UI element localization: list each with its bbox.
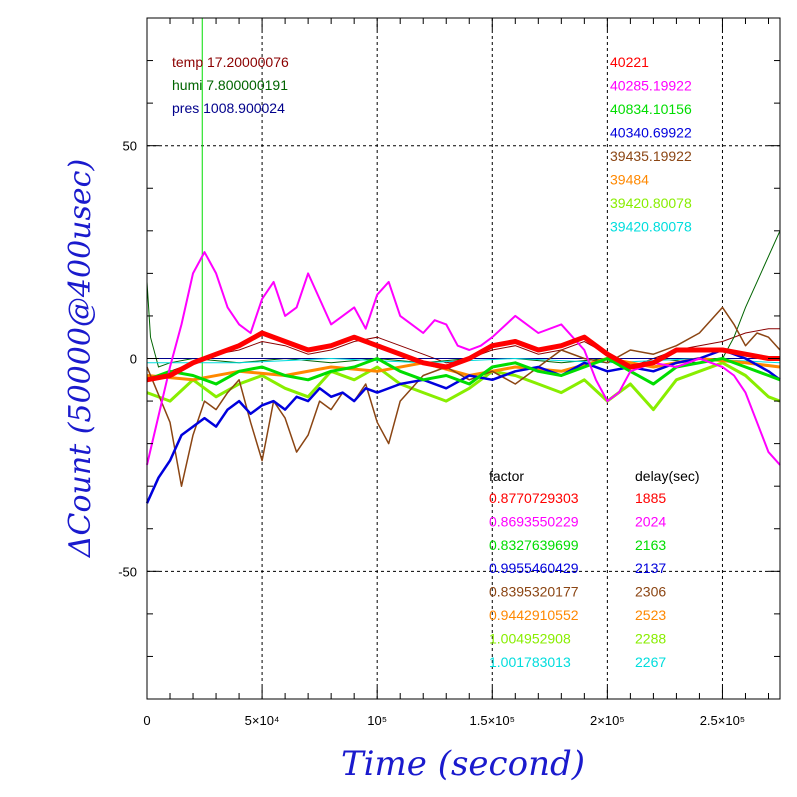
factor-value: 0.9955460429 — [489, 560, 579, 576]
factor-header: factor — [489, 468, 524, 484]
x-tick-label: 5×10⁴ — [245, 713, 280, 728]
delay-value: 2137 — [635, 560, 666, 576]
mean-legend-label: 39435.19922 — [610, 148, 692, 164]
env-legend-label: pres 1008.900024 — [172, 100, 285, 116]
delay-value: 2024 — [635, 513, 666, 529]
env-legend-label: humi 7.800000191 — [172, 77, 288, 93]
factor-value: 0.8770729303 — [489, 490, 579, 506]
x-tick-label: 0 — [143, 713, 150, 728]
axis-tick-labels: 0 5×10⁴ 10⁵ 1.5×10⁵ 2×10⁵ 2.5×10⁵ 50 0 -50 — [118, 139, 745, 728]
mean-legend-label: 39484 — [610, 172, 649, 188]
x-tick-label: 10⁵ — [367, 713, 387, 728]
env-legend-label: temp 17.20000076 — [172, 54, 289, 70]
series-line — [146, 306, 781, 487]
delay-value: 2163 — [635, 537, 666, 553]
series-line — [146, 361, 781, 412]
delay-value: 2267 — [635, 654, 666, 670]
factor-value: 0.8693550229 — [489, 513, 579, 529]
mean-legend-label: 40221 — [610, 54, 649, 70]
series-line — [146, 357, 781, 386]
factor-value: 0.8327639699 — [489, 537, 579, 553]
y-tick-label: -50 — [118, 564, 137, 579]
factor-value: 1.004952908 — [489, 630, 571, 646]
axis-ticks — [146, 17, 780, 700]
y-tick-label: 50 — [123, 139, 137, 154]
legends: temp 17.20000076 humi 7.800000191 pres 100… — [172, 54, 700, 670]
mean-legend-label: 39420.80078 — [610, 219, 692, 235]
mean-legend-label: 39420.80078 — [610, 195, 692, 211]
mean-legend-label: 40340.69922 — [610, 125, 692, 141]
delay-value: 2306 — [635, 584, 666, 600]
factor-value: 0.8395320177 — [489, 584, 579, 600]
delay-value: 2288 — [635, 630, 666, 646]
delay-value: 1885 — [635, 490, 666, 506]
delay-value: 2523 — [635, 607, 666, 623]
series-line — [145, 348, 781, 504]
x-tick-label: 2.5×10⁵ — [700, 713, 746, 728]
y-tick-label: 0 — [130, 352, 137, 367]
x-axis-label: Time (second) — [341, 744, 585, 784]
factor-value: 0.9442910552 — [489, 607, 579, 623]
y-axis-label: ΔCount (50000@400usec) — [63, 159, 98, 558]
series-line — [146, 251, 781, 466]
factor-value: 1.001783013 — [489, 654, 571, 670]
mean-legend-label: 40834.10156 — [610, 101, 692, 117]
x-tick-label: 2×10⁵ — [590, 713, 625, 728]
series-line — [146, 330, 780, 383]
delay-header: delay(sec) — [635, 468, 700, 484]
mean-legend-label: 40285.19922 — [610, 78, 692, 94]
x-tick-label: 1.5×10⁵ — [470, 713, 516, 728]
data-lines — [145, 18, 781, 504]
